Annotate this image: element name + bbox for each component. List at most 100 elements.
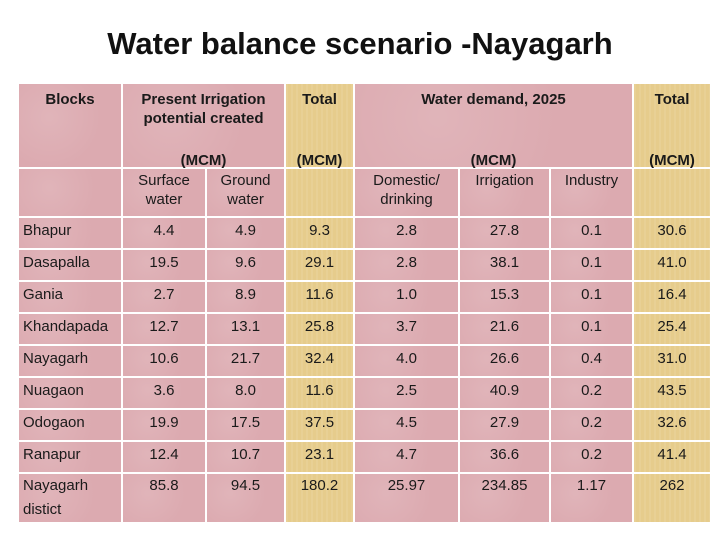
cell-ground: 94.5 (207, 474, 284, 522)
cell-total2: 41.0 (634, 250, 710, 280)
subheader-empty (19, 169, 121, 216)
table-row: Gania 2.7 8.9 11.6 1.0 15.3 0.1 16.4 (19, 282, 710, 312)
cell-total1: 25.8 (286, 314, 353, 344)
table-row: Khandapada 12.7 13.1 25.8 3.7 21.6 0.1 25.4 (19, 314, 710, 344)
cell-irrigation: 26.6 (460, 346, 549, 376)
cell-irrigation: 40.9 (460, 378, 549, 408)
cell-surface: 19.9 (123, 410, 205, 440)
cell-industry: 1.17 (551, 474, 632, 522)
header-present-irrigation: Present Irrigation potential created (MCM… (123, 84, 284, 169)
cell-block: Bhapur (19, 218, 121, 248)
table-row: Bhapur 4.4 4.9 9.3 2.8 27.8 0.1 30.6 (19, 218, 710, 248)
table-row: Nayagarh distict 85.8 94.5 180.2 25.97 234.85… (19, 474, 710, 522)
cell-ground: 10.7 (207, 442, 284, 472)
cell-total1: 11.6 (286, 378, 353, 408)
cell-industry: 0.2 (551, 378, 632, 408)
cell-total2: 30.6 (634, 218, 710, 248)
cell-irrigation: 36.6 (460, 442, 549, 472)
cell-irrigation: 15.3 (460, 282, 549, 312)
header-blocks: Blocks (19, 84, 121, 167)
cell-surface: 19.5 (123, 250, 205, 280)
unit-label: (MCM) (649, 152, 695, 169)
header-total-demand: Total (MCM) (634, 84, 710, 169)
table-row: Nuagaon 3.6 8.0 11.6 2.5 40.9 0.2 43.5 (19, 378, 710, 408)
cell-total1: 37.5 (286, 410, 353, 440)
header-water-demand: Water demand, 2025 (MCM) (355, 84, 632, 169)
unit-label: (MCM) (296, 152, 343, 169)
cell-industry: 0.1 (551, 282, 632, 312)
cell-total2: 43.5 (634, 378, 710, 408)
slide-title: Water balance scenario -Nayagarh (107, 26, 613, 61)
cell-block: Dasapalla (19, 250, 121, 280)
cell-total1: 32.4 (286, 346, 353, 376)
cell-block: Gania (19, 282, 121, 312)
cell-ground: 17.5 (207, 410, 284, 440)
cell-ground: 9.6 (207, 250, 284, 280)
subheader-empty (286, 169, 353, 216)
subheader-row: Surface water Ground water Domestic/ dri… (19, 169, 710, 216)
cell-ground: 21.7 (207, 346, 284, 376)
cell-total2: 262 (634, 474, 710, 522)
cell-block: Nuagaon (19, 378, 121, 408)
cell-surface: 85.8 (123, 474, 205, 522)
cell-ground: 13.1 (207, 314, 284, 344)
cell-domestic: 1.0 (355, 282, 458, 312)
cell-total2: 25.4 (634, 314, 710, 344)
cell-surface: 10.6 (123, 346, 205, 376)
table-row: Ranapur 12.4 10.7 23.1 4.7 36.6 0.2 41.4 (19, 442, 710, 472)
cell-domestic: 4.7 (355, 442, 458, 472)
water-balance-table: Blocks Present Irrigation potential crea… (17, 82, 712, 524)
cell-industry: 0.2 (551, 442, 632, 472)
table-row: Odogaon 19.9 17.5 37.5 4.5 27.9 0.2 32.6 (19, 410, 710, 440)
cell-irrigation: 27.9 (460, 410, 549, 440)
cell-total1: 11.6 (286, 282, 353, 312)
subheader-ground-water: Ground water (207, 169, 284, 216)
cell-industry: 0.1 (551, 314, 632, 344)
cell-domestic: 2.8 (355, 218, 458, 248)
header-row: Blocks Present Irrigation potential crea… (19, 84, 710, 169)
cell-domestic: 4.5 (355, 410, 458, 440)
cell-domestic: 2.5 (355, 378, 458, 408)
cell-total1: 9.3 (286, 218, 353, 248)
cell-total1: 23.1 (286, 442, 353, 472)
cell-domestic: 2.8 (355, 250, 458, 280)
cell-ground: 8.0 (207, 378, 284, 408)
cell-irrigation: 21.6 (460, 314, 549, 344)
cell-surface: 12.7 (123, 314, 205, 344)
cell-total1: 180.2 (286, 474, 353, 522)
cell-irrigation: 27.8 (460, 218, 549, 248)
cell-domestic: 4.0 (355, 346, 458, 376)
cell-block: Odogaon (19, 410, 121, 440)
cell-surface: 4.4 (123, 218, 205, 248)
cell-surface: 12.4 (123, 442, 205, 472)
table-row: Dasapalla 19.5 9.6 29.1 2.8 38.1 0.1 41.0 (19, 250, 710, 280)
table-row: Nayagarh 10.6 21.7 32.4 4.0 26.6 0.4 31.0 (19, 346, 710, 376)
cell-block: Nayagarh (19, 346, 121, 376)
cell-industry: 0.4 (551, 346, 632, 376)
cell-block: Khandapada (19, 314, 121, 344)
cell-irrigation: 234.85 (460, 474, 549, 522)
cell-total2: 16.4 (634, 282, 710, 312)
subheader-empty (634, 169, 710, 216)
cell-block: Nayagarh distict (19, 474, 121, 522)
cell-irrigation: 38.1 (460, 250, 549, 280)
subheader-domestic: Domestic/ drinking (355, 169, 458, 216)
subheader-irrigation: Irrigation (460, 169, 549, 216)
cell-industry: 0.2 (551, 410, 632, 440)
cell-ground: 4.9 (207, 218, 284, 248)
cell-surface: 3.6 (123, 378, 205, 408)
cell-surface: 2.7 (123, 282, 205, 312)
unit-label: (MCM) (180, 152, 227, 169)
cell-total2: 31.0 (634, 346, 710, 376)
cell-total1: 29.1 (286, 250, 353, 280)
cell-total2: 32.6 (634, 410, 710, 440)
cell-ground: 8.9 (207, 282, 284, 312)
cell-industry: 0.1 (551, 250, 632, 280)
cell-domestic: 25.97 (355, 474, 458, 522)
cell-domestic: 3.7 (355, 314, 458, 344)
unit-label: (MCM) (470, 152, 517, 169)
header-total-irrigation: Total (MCM) (286, 84, 353, 169)
subheader-industry: Industry (551, 169, 632, 216)
cell-total2: 41.4 (634, 442, 710, 472)
subheader-surface-water: Surface water (123, 169, 205, 216)
